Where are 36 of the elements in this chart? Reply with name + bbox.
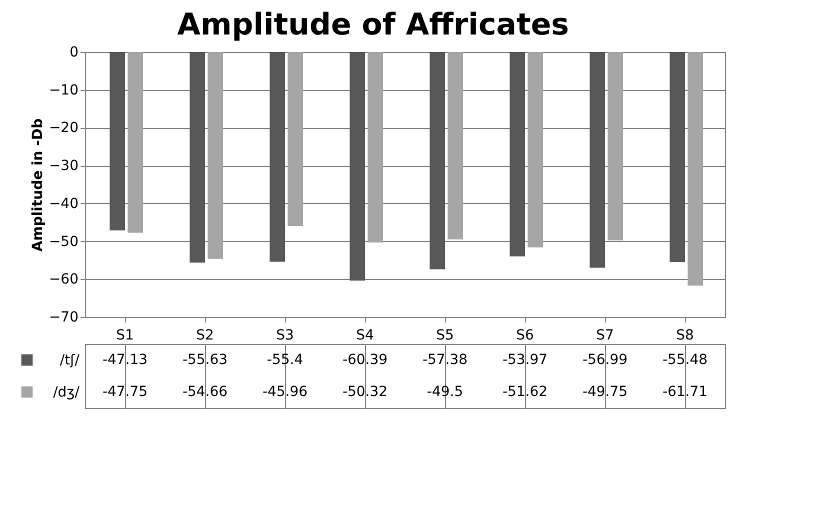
data-label: -54.66: [182, 384, 228, 400]
legend-label: /dʒ/: [53, 384, 80, 400]
x-tick-label: S3: [276, 328, 294, 344]
x-tick-label: S1: [116, 328, 134, 344]
chart-title: Amplitude of Affricates: [177, 8, 570, 42]
y-tick-label: 0: [70, 44, 78, 60]
data-label: -60.39: [342, 352, 388, 368]
y-tick-label: −20: [48, 120, 78, 136]
data-label: -53.97: [502, 352, 548, 368]
data-label: -57.38: [422, 352, 468, 368]
data-label: -47.75: [102, 384, 148, 400]
data-label: -49.5: [426, 384, 464, 400]
data-label: -55.63: [182, 352, 228, 368]
data-label: -50.32: [342, 384, 388, 400]
legend-label: /tʃ/: [60, 352, 80, 368]
y-axis-title: Amplitude in -Db: [30, 118, 46, 252]
y-tick-label: −10: [48, 82, 78, 98]
data-label: -55.4: [266, 352, 304, 368]
data-label: -56.99: [582, 352, 628, 368]
y-tick-label: −50: [48, 234, 78, 250]
data-label: -51.62: [502, 384, 548, 400]
data-label: -55.48: [662, 352, 708, 368]
x-tick-label: S6: [516, 328, 534, 344]
x-tick-label: S4: [356, 328, 374, 344]
data-label: -47.13: [102, 352, 148, 368]
data-label: -49.75: [582, 384, 628, 400]
x-tick-label: S7: [596, 328, 614, 344]
x-tick-label: S2: [196, 328, 214, 344]
x-tick-label: S8: [676, 328, 694, 344]
data-label: -45.96: [262, 384, 308, 400]
x-tick-label: S5: [436, 328, 454, 344]
y-tick-label: −60: [48, 272, 78, 288]
data-label: -61.71: [662, 384, 708, 400]
y-tick-label: −40: [48, 196, 78, 212]
y-tick-label: −30: [48, 158, 78, 174]
y-tick-label: −70: [48, 310, 78, 326]
